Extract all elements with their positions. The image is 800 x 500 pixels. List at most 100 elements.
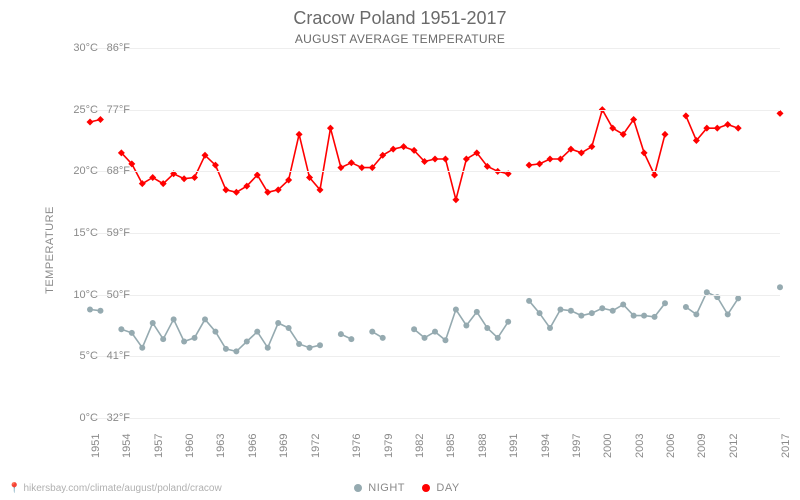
marker-night: [265, 345, 271, 351]
grid-line: [90, 171, 780, 172]
marker-night: [369, 329, 375, 335]
marker-night: [442, 337, 448, 343]
xtick-year: 1985: [445, 434, 457, 458]
marker-night: [139, 345, 145, 351]
ytick-fahrenheit: 68°F: [100, 165, 130, 177]
marker-night: [275, 320, 281, 326]
xtick-year: 1960: [184, 434, 196, 458]
marker-night: [233, 348, 239, 354]
marker-day: [536, 160, 543, 167]
marker-day: [578, 149, 585, 156]
xtick-year: 1994: [540, 434, 552, 458]
marker-night: [557, 306, 563, 312]
xtick-year: 2006: [665, 434, 677, 458]
marker-night: [526, 298, 532, 304]
marker-night: [422, 335, 428, 341]
marker-day: [97, 116, 104, 123]
marker-night: [578, 313, 584, 319]
marker-night: [620, 302, 626, 308]
marker-night: [610, 308, 616, 314]
ytick-fahrenheit: 59°F: [100, 227, 130, 239]
marker-night: [505, 319, 511, 325]
marker-day: [526, 162, 533, 169]
marker-day: [400, 143, 407, 150]
ytick-celsius: 10°C: [58, 289, 98, 301]
marker-night: [652, 314, 658, 320]
xtick-year: 1991: [508, 434, 520, 458]
grid-line: [90, 110, 780, 111]
temperature-chart: Cracow Poland 1951-2017 AUGUST AVERAGE T…: [0, 0, 800, 500]
ytick-celsius: 15°C: [58, 227, 98, 239]
marker-night: [150, 320, 156, 326]
marker-night: [348, 336, 354, 342]
marker-night: [537, 310, 543, 316]
series-line-day: [529, 110, 665, 175]
xtick-year: 1957: [153, 434, 165, 458]
marker-night: [223, 346, 229, 352]
marker-night: [286, 325, 292, 331]
marker-night: [495, 335, 501, 341]
marker-night: [338, 331, 344, 337]
grid-line: [90, 356, 780, 357]
marker-night: [735, 295, 741, 301]
marker-night: [202, 316, 208, 322]
xtick-year: 1954: [121, 434, 133, 458]
marker-day: [222, 186, 229, 193]
marker-night: [463, 323, 469, 329]
marker-day: [641, 149, 648, 156]
xtick-year: 2000: [602, 434, 614, 458]
marker-night: [244, 339, 250, 345]
marker-night: [212, 329, 218, 335]
marker-night: [453, 306, 459, 312]
marker-day: [735, 125, 742, 132]
marker-day: [233, 189, 240, 196]
ytick-fahrenheit: 50°F: [100, 289, 130, 301]
marker-night: [296, 341, 302, 347]
xtick-year: 1982: [414, 434, 426, 458]
marker-night: [589, 310, 595, 316]
marker-night: [568, 308, 574, 314]
marker-night: [181, 339, 187, 345]
ytick-fahrenheit: 86°F: [100, 42, 130, 54]
xtick-year: 1972: [310, 434, 322, 458]
marker-night: [129, 330, 135, 336]
marker-night: [474, 309, 480, 315]
marker-night: [641, 313, 647, 319]
series-line-night: [414, 310, 508, 341]
marker-day: [547, 156, 554, 163]
ytick-fahrenheit: 41°F: [100, 350, 130, 362]
xtick-year: 1969: [278, 434, 290, 458]
marker-night: [725, 311, 731, 317]
xtick-year: 1988: [477, 434, 489, 458]
ytick-fahrenheit: 77°F: [100, 104, 130, 116]
marker-night: [380, 335, 386, 341]
marker-night: [160, 336, 166, 342]
marker-night: [484, 325, 490, 331]
marker-day: [390, 146, 397, 153]
marker-day: [337, 164, 344, 171]
chart-title: Cracow Poland 1951-2017: [0, 8, 800, 29]
marker-day: [139, 180, 146, 187]
marker-night: [317, 342, 323, 348]
marker-day: [714, 125, 721, 132]
marker-day: [296, 131, 303, 138]
marker-day: [327, 125, 334, 132]
grid-line: [90, 418, 780, 419]
xtick-year: 1966: [247, 434, 259, 458]
marker-night: [777, 284, 783, 290]
source-link: 📍hikersbay.com/climate/august/poland/cra…: [8, 483, 222, 494]
marker-night: [171, 316, 177, 322]
marker-day: [452, 196, 459, 203]
ytick-celsius: 0°C: [58, 412, 98, 424]
marker-day: [181, 175, 188, 182]
xtick-year: 1997: [571, 434, 583, 458]
xtick-year: 2012: [728, 434, 740, 458]
marker-day: [358, 164, 365, 171]
xtick-year: 1951: [90, 434, 102, 458]
ytick-fahrenheit: 32°F: [100, 412, 130, 424]
legend-swatch-night: [354, 484, 362, 492]
marker-night: [97, 308, 103, 314]
marker-day: [463, 156, 470, 163]
ytick-celsius: 20°C: [58, 165, 98, 177]
marker-day: [609, 125, 616, 132]
